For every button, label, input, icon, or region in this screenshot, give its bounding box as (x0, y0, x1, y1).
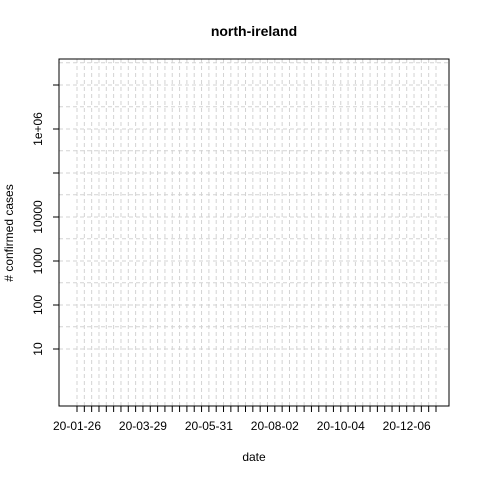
x-tick-label: 20-08-02 (251, 419, 299, 433)
y-tick-label: 10000 (31, 200, 45, 234)
plot-frame (58, 58, 450, 407)
y-axis-label: # confirmed cases (2, 184, 16, 281)
y-axis: 10 100 1000 10000 1e+06 (31, 84, 60, 356)
x-tick-label: 20-10-04 (317, 419, 365, 433)
y-tick-label: 10 (31, 342, 45, 356)
y-tick-label: 100 (31, 295, 45, 315)
x-axis: 20-01-26 20-03-29 20-05-31 20-08-02 20-10-04… (53, 405, 437, 433)
y-tick-label: 1000 (31, 247, 45, 274)
y-tick-label: 1e+06 (31, 112, 45, 146)
x-tick-label: 20-12-06 (383, 419, 431, 433)
x-tick-label: 20-05-31 (185, 419, 233, 433)
horizontal-grid (59, 62, 449, 350)
x-tick-label: 20-01-26 (53, 419, 101, 433)
x-tick-label: 20-03-29 (119, 419, 167, 433)
x-axis-label: date (242, 450, 266, 464)
chart-title: north-ireland (211, 23, 297, 39)
vertical-grid (76, 59, 437, 406)
